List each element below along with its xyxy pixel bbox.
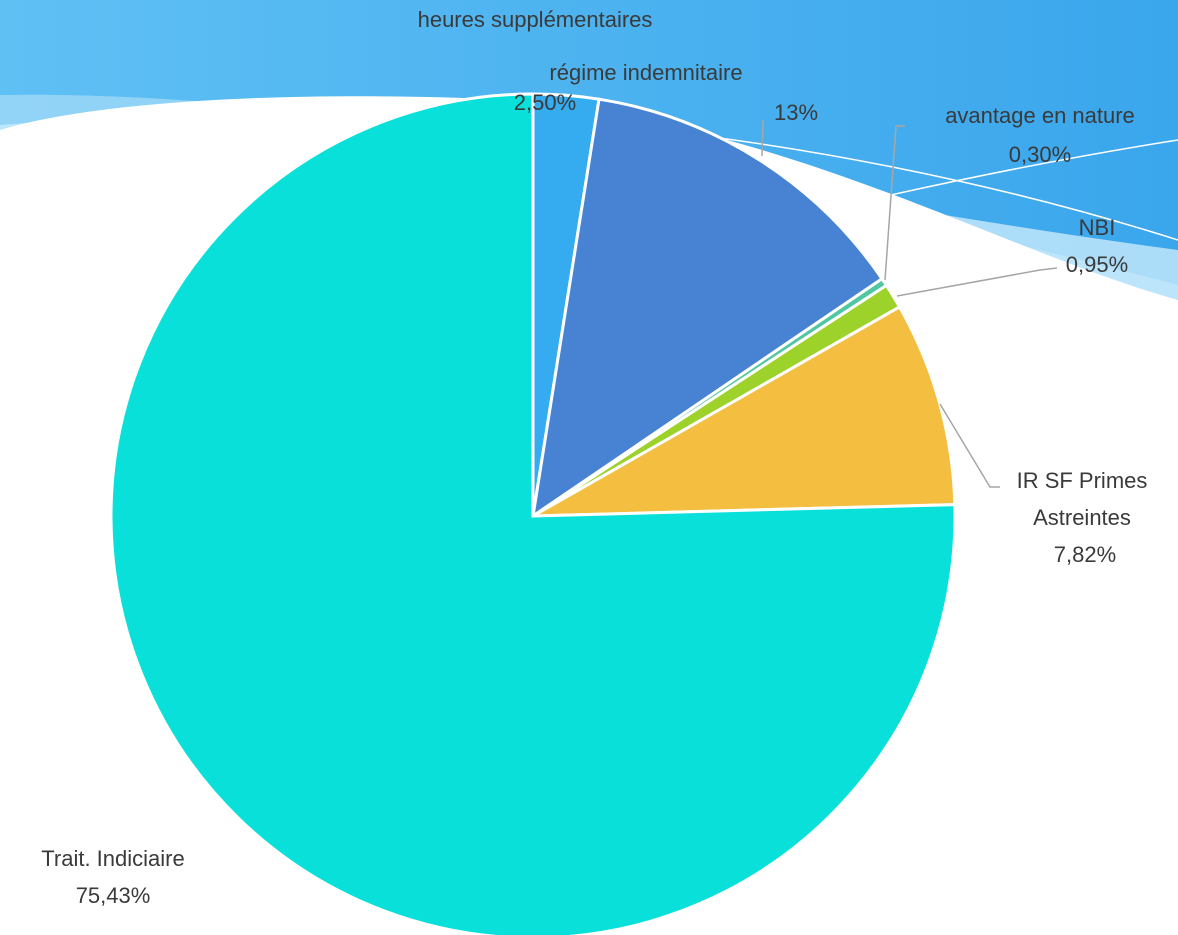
slice-label: IR SF Primes Astreintes xyxy=(1016,468,1148,530)
slice-label: NBI xyxy=(1078,215,1116,240)
slice-value-label: 75,43% xyxy=(75,883,151,908)
slice-value-label: 13% xyxy=(773,100,819,125)
leader-line xyxy=(761,119,764,157)
leader-line xyxy=(884,125,905,281)
pie-slice xyxy=(532,304,957,518)
leader-line xyxy=(896,267,1058,297)
pie-slice xyxy=(109,92,957,935)
slice-value-label: 0,30% xyxy=(1008,142,1072,167)
slice-value-label: 2,50% xyxy=(513,90,577,115)
slice-label: Trait. Indiciaire xyxy=(41,846,185,871)
slice-label: avantage en nature xyxy=(945,103,1135,128)
pie-slice xyxy=(530,97,885,520)
leader-line xyxy=(939,403,1000,488)
slice-value-label: 7,82% xyxy=(1053,542,1117,567)
slice-label: heures supplémentaires xyxy=(417,7,653,32)
slice-value-label: 0,95% xyxy=(1065,252,1129,277)
slice-label: régime indemnitaire xyxy=(549,60,743,85)
